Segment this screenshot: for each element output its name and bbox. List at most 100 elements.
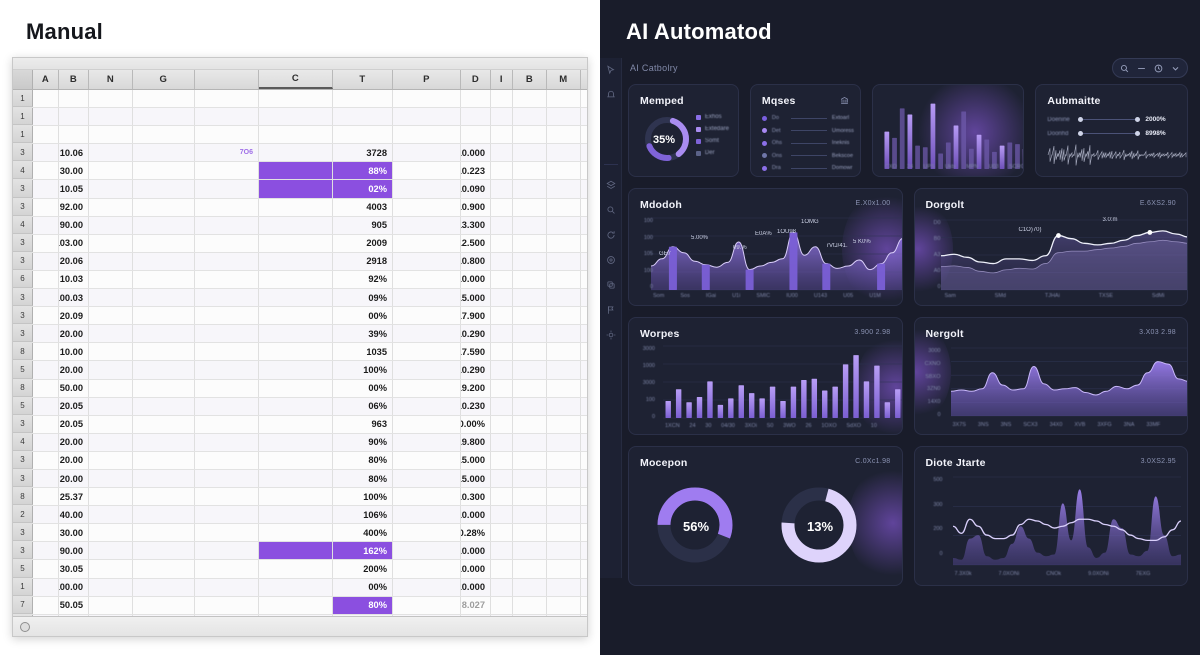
table-cell[interactable]: 7O6: [195, 144, 259, 162]
card-nergolt[interactable]: Nergolt 3.X03 2.98 3000 CXNO SBXO 3ZN0 14X0 0…: [913, 317, 1188, 435]
table-cell[interactable]: [513, 397, 547, 415]
table-cell[interactable]: [33, 469, 59, 488]
table-cell[interactable]: 10.223: [461, 162, 491, 180]
table-cell[interactable]: [259, 451, 333, 469]
table-cell[interactable]: [195, 270, 259, 289]
table-cell[interactable]: [89, 361, 133, 379]
table-cell[interactable]: [33, 216, 59, 234]
row-header[interactable]: 3: [13, 307, 33, 325]
table-cell[interactable]: 10.05: [59, 180, 89, 198]
table-cell[interactable]: [393, 252, 461, 270]
table-cell[interactable]: [33, 361, 59, 379]
table-cell[interactable]: [547, 325, 581, 343]
table-cell[interactable]: [581, 253, 587, 270]
table-cell[interactable]: 2009: [333, 234, 393, 252]
table-cell[interactable]: [195, 307, 259, 325]
table-row[interactable]: 1: [13, 108, 587, 127]
table-cell[interactable]: [59, 108, 89, 126]
table-cell[interactable]: [581, 380, 587, 397]
table-cell[interactable]: [547, 162, 581, 180]
table-cell[interactable]: [581, 416, 587, 433]
row-header[interactable]: 1: [13, 108, 33, 126]
table-cell[interactable]: [89, 289, 133, 307]
column-header-B[interactable]: B: [59, 70, 89, 89]
clock-icon[interactable]: [1154, 64, 1163, 73]
table-cell[interactable]: [491, 451, 513, 469]
chevron-down-icon[interactable]: [1171, 64, 1180, 73]
table-cell[interactable]: 1035: [333, 343, 393, 361]
table-cell[interactable]: [393, 216, 461, 234]
table-cell[interactable]: [393, 560, 461, 578]
table-cell[interactable]: 10.290: [461, 361, 491, 379]
slider-knob[interactable]: [1078, 131, 1084, 136]
table-cell[interactable]: [33, 108, 59, 126]
table-cell[interactable]: [259, 252, 333, 270]
table-cell[interactable]: 3728: [333, 144, 393, 162]
table-cell[interactable]: 30.00: [59, 162, 89, 180]
table-cell[interactable]: [133, 289, 195, 307]
table-cell[interactable]: [133, 524, 195, 542]
table-cell[interactable]: [581, 144, 587, 161]
table-cell[interactable]: [133, 325, 195, 343]
table-cell[interactable]: [547, 397, 581, 415]
table-cell[interactable]: 10.090: [461, 180, 491, 198]
table-cell[interactable]: [393, 433, 461, 451]
table-cell[interactable]: [133, 180, 195, 198]
table-cell[interactable]: [195, 108, 259, 126]
table-cell[interactable]: [513, 361, 547, 379]
table-cell[interactable]: [547, 596, 581, 614]
table-cell[interactable]: [133, 126, 195, 144]
table-cell[interactable]: [581, 579, 587, 596]
table-row[interactable]: 5 30.05 200% 10.000: [13, 560, 587, 579]
table-cell[interactable]: [259, 108, 333, 126]
table-cell[interactable]: 400%: [333, 524, 393, 542]
table-cell[interactable]: [513, 451, 547, 469]
refresh-icon[interactable]: [605, 229, 617, 241]
table-cell[interactable]: [133, 451, 195, 469]
table-row[interactable]: 4 20.00 90% 19.800: [13, 433, 587, 452]
table-row[interactable]: 8 50.00 00% 19.200: [13, 379, 587, 398]
row-header[interactable]: 3: [13, 542, 33, 560]
table-cell[interactable]: [259, 325, 333, 343]
table-cell[interactable]: [89, 343, 133, 361]
table-cell[interactable]: [547, 379, 581, 397]
table-cell[interactable]: 20.09: [59, 307, 89, 325]
table-row[interactable]: 3 100.03 09% 15.000: [13, 289, 587, 308]
table-cell[interactable]: 10.000: [461, 144, 491, 162]
table-cell[interactable]: [547, 180, 581, 198]
table-cell[interactable]: [33, 560, 59, 578]
table-cell[interactable]: [393, 270, 461, 289]
table-cell[interactable]: [491, 126, 513, 144]
table-cell[interactable]: 100%: [333, 361, 393, 379]
table-cell[interactable]: [581, 271, 587, 288]
table-cell[interactable]: 00%: [333, 578, 393, 596]
table-cell[interactable]: [195, 469, 259, 488]
table-cell[interactable]: 10.230: [461, 397, 491, 415]
table-cell[interactable]: [259, 126, 333, 144]
table-cell[interactable]: [33, 144, 59, 162]
table-cell[interactable]: [513, 108, 547, 126]
table-cell[interactable]: [491, 307, 513, 325]
table-cell[interactable]: [393, 90, 461, 108]
table-cell[interactable]: [491, 289, 513, 307]
table-cell[interactable]: 40.00: [59, 506, 89, 524]
slider-knob[interactable]: [1135, 117, 1141, 122]
table-cell[interactable]: 92.00: [59, 198, 89, 216]
bell-icon[interactable]: [605, 89, 617, 101]
table-cell[interactable]: [195, 361, 259, 379]
table-cell[interactable]: [491, 542, 513, 560]
row-header[interactable]: 3: [13, 325, 33, 343]
table-cell[interactable]: [491, 325, 513, 343]
table-cell[interactable]: [491, 162, 513, 180]
table-cell[interactable]: [547, 90, 581, 108]
table-cell[interactable]: [547, 488, 581, 506]
minus-icon[interactable]: [1137, 64, 1146, 73]
table-row[interactable]: 4 90.00 905 13.300: [13, 216, 587, 235]
table-cell[interactable]: [89, 325, 133, 343]
table-cell[interactable]: 09%: [333, 289, 393, 307]
row-header[interactable]: 4: [13, 216, 33, 234]
slider-group[interactable]: Doenine 2000% Doonhd 8998%: [1047, 116, 1165, 144]
table-cell[interactable]: [89, 90, 133, 108]
table-cell[interactable]: [33, 379, 59, 397]
